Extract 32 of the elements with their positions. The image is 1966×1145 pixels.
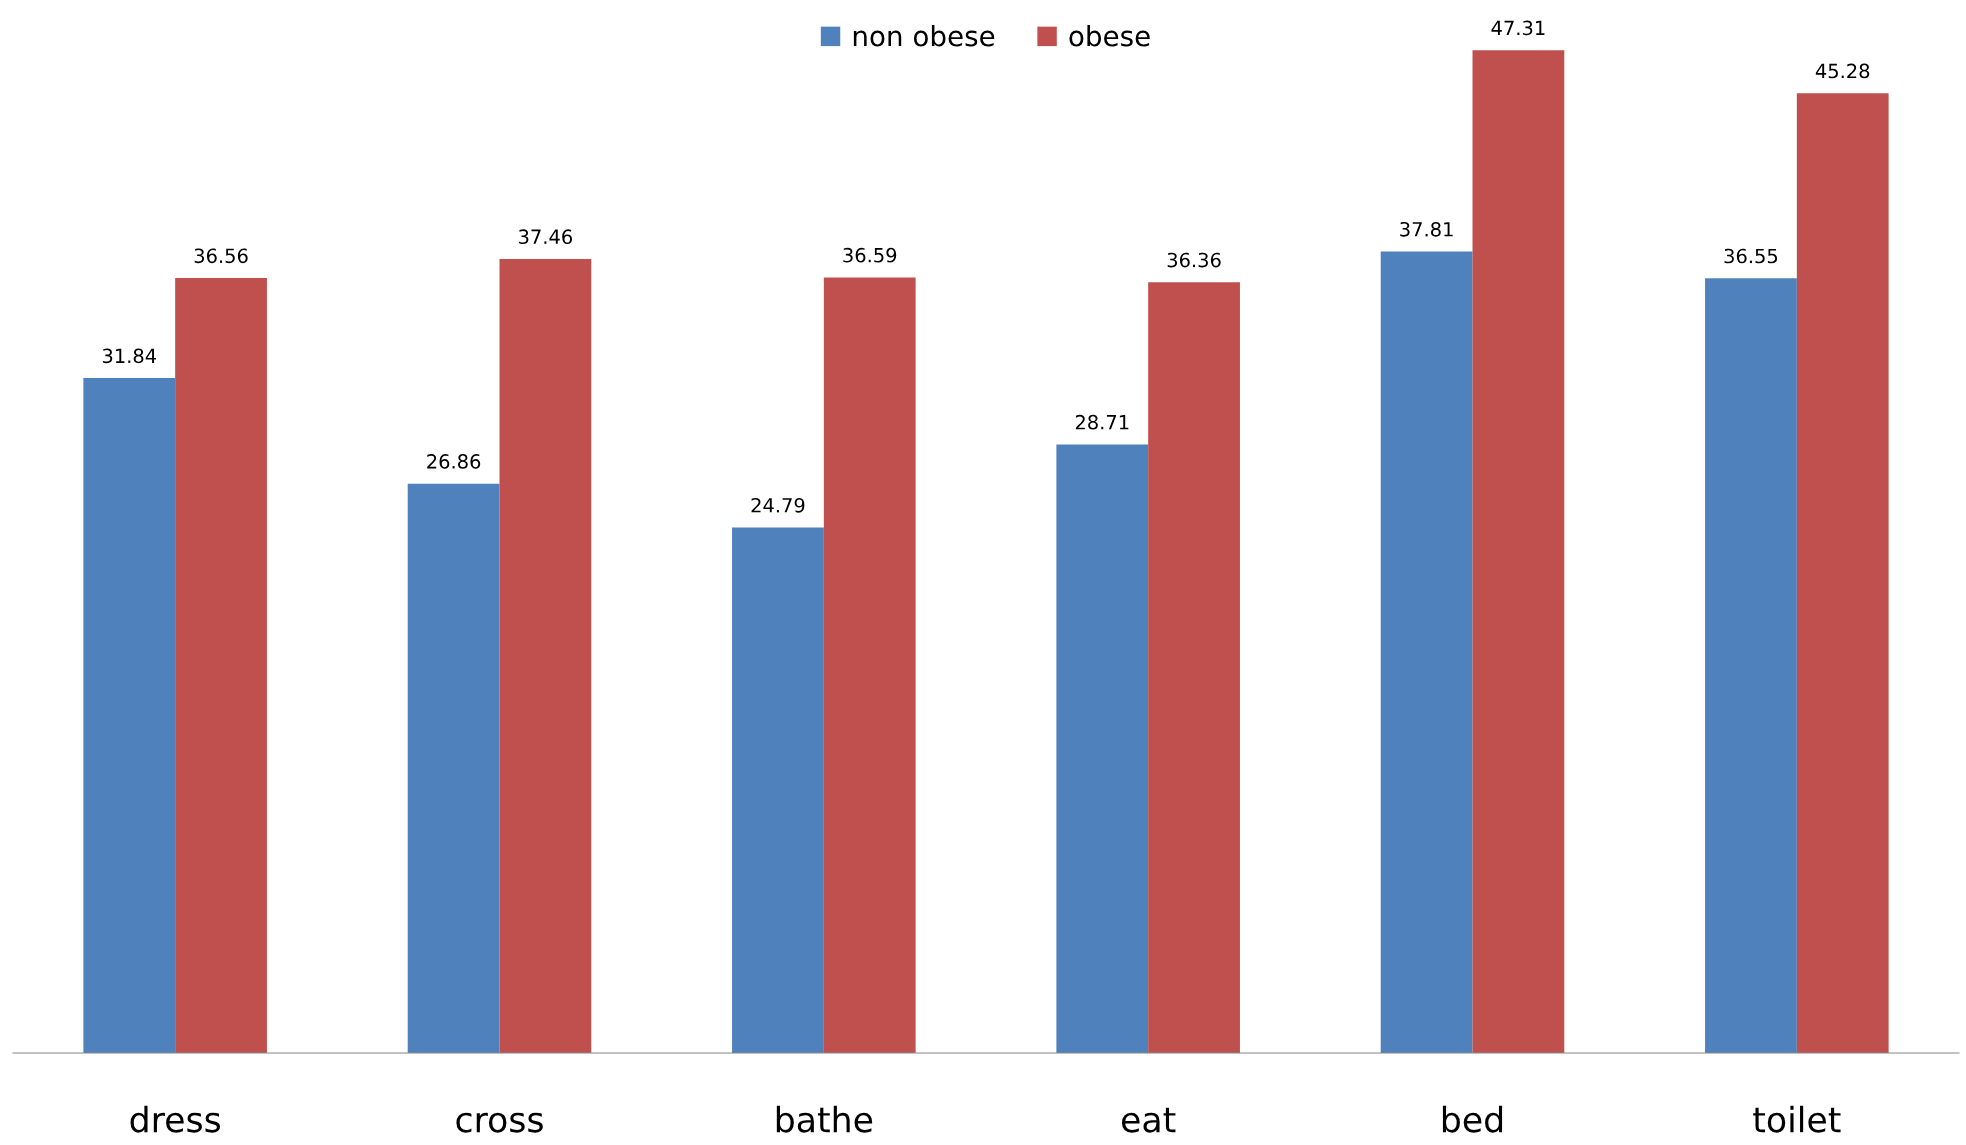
bar	[1472, 50, 1565, 1053]
data-label: 36.59	[843, 247, 897, 263]
x-tick-label: cross	[456, 1112, 543, 1133]
data-label: 26.86	[427, 454, 481, 469]
bar	[1148, 282, 1240, 1053]
x-tick-label: bed	[1442, 1105, 1503, 1133]
bar	[732, 527, 824, 1053]
legend-label: non obese	[853, 25, 995, 47]
bar	[1380, 251, 1473, 1053]
x-tick-label: dress	[130, 1105, 221, 1133]
bar	[407, 483, 500, 1053]
bar	[175, 278, 267, 1053]
bar	[1056, 444, 1149, 1053]
x-tick-label: bathe	[776, 1105, 873, 1133]
data-label: 28.71	[1075, 414, 1129, 430]
bar	[499, 258, 592, 1053]
data-label: 47.31	[1491, 20, 1545, 36]
bar	[1705, 278, 1797, 1053]
data-label: 36.55	[1724, 248, 1778, 264]
legend-label: obese	[1069, 25, 1150, 47]
bar	[823, 277, 916, 1053]
data-label: 37.46	[519, 229, 572, 245]
x-tick-label: toilet	[1753, 1105, 1841, 1133]
bar	[1796, 93, 1889, 1053]
data-label: 24.79	[751, 497, 805, 513]
bar	[83, 378, 176, 1053]
data-label: 31.84	[102, 348, 157, 364]
x-tick-label: eat	[1121, 1107, 1176, 1133]
data-label: 37.81	[1400, 221, 1453, 237]
data-label: 36.36	[1167, 252, 1221, 268]
data-label: 45.28	[1815, 63, 1870, 79]
data-label: 36.56	[194, 248, 248, 264]
